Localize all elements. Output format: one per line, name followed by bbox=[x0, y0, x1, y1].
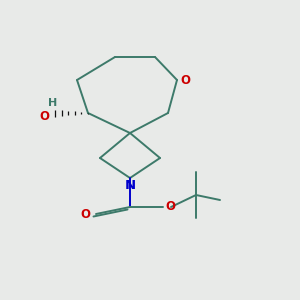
Text: O: O bbox=[80, 208, 90, 221]
Text: O: O bbox=[180, 74, 190, 86]
Text: H: H bbox=[48, 98, 58, 108]
Text: O: O bbox=[165, 200, 175, 214]
Text: O: O bbox=[39, 110, 49, 122]
Text: N: N bbox=[124, 179, 136, 192]
